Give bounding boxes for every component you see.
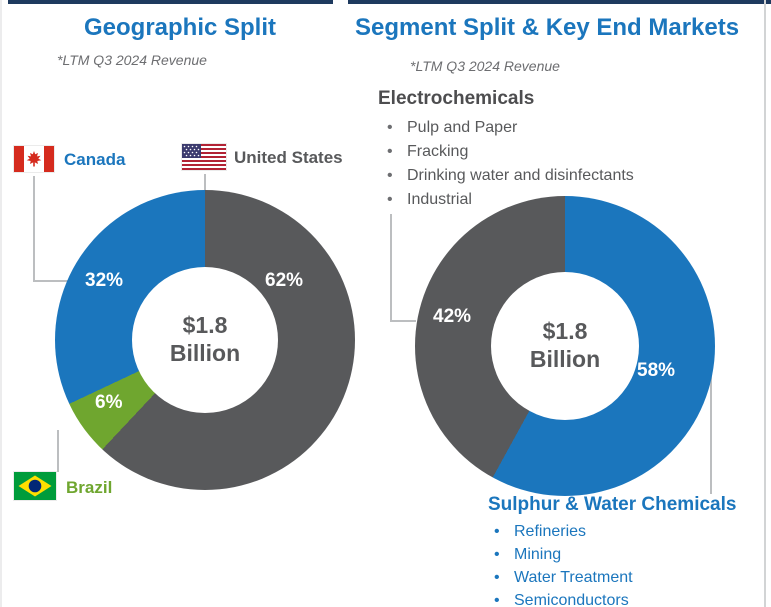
- canada-leader-line-vertical: [33, 176, 35, 282]
- center-value-amount: $1.8: [182, 312, 228, 339]
- center-value-unit: Billion: [529, 346, 601, 372]
- electrochemicals-list: Pulp and Paper Fracking Drinking water a…: [383, 116, 634, 212]
- center-value: $1.8 Billion: [415, 196, 715, 496]
- pct-label-sulphur: 58%: [637, 360, 676, 381]
- list-item: Water Treatment: [490, 566, 633, 589]
- list-item: Pulp and Paper: [383, 116, 634, 140]
- pct-label-electrochemicals: 42%: [433, 306, 472, 327]
- brazil-flag-icon: [14, 472, 56, 500]
- center-value: $1.8 Billion: [55, 190, 355, 490]
- donut-hole: [491, 272, 639, 420]
- pct-label-canada: 32%: [85, 270, 124, 291]
- list-item: Fracking: [383, 140, 634, 164]
- list-item: Mining: [490, 543, 633, 566]
- center-value-unit: Billion: [169, 340, 241, 366]
- list-item: Drinking water and disinfectants: [383, 164, 634, 188]
- electrochemicals-heading: Electrochemicals: [378, 88, 535, 109]
- list-item: Refineries: [490, 520, 633, 543]
- list-item: Semiconductors: [490, 589, 633, 607]
- sulphur-heading: Sulphur & Water Chemicals: [488, 494, 737, 515]
- canada-flag-icon: [14, 146, 54, 172]
- sulphur-list: Refineries Mining Water Treatment Semico…: [490, 520, 633, 607]
- right-panel-title: Segment Split & Key End Markets: [355, 14, 740, 41]
- pct-label-brazil: 6%: [95, 392, 123, 413]
- right-edge-line: [764, 0, 766, 607]
- us-leader-line: [204, 174, 206, 192]
- top-border-left: [8, 0, 333, 4]
- legend-label-brazil: Brazil: [66, 478, 113, 497]
- donut-hole: [132, 267, 278, 413]
- legend-label-canada: Canada: [64, 150, 126, 169]
- left-panel-title: Geographic Split: [83, 14, 277, 41]
- pct-label-united-states: 62%: [265, 270, 304, 291]
- center-value-amount: $1.8: [542, 318, 588, 345]
- us-flag-icon: [182, 144, 226, 170]
- geographic-split-donut-chart: $1.8 Billion 32% 62% 6%: [55, 190, 355, 490]
- left-edge-line: [0, 0, 2, 607]
- electrochemicals-leader-line-vertical: [390, 214, 392, 322]
- brazil-leader-line: [57, 430, 59, 472]
- right-panel-subtitle: *LTM Q3 2024 Revenue: [410, 58, 560, 74]
- top-border-right: [348, 0, 771, 4]
- electrochemicals-leader-line-horizontal: [390, 320, 416, 322]
- canada-leader-line-horizontal: [33, 280, 69, 282]
- sulphur-leader-line-vertical: [710, 368, 712, 494]
- left-panel-subtitle: *LTM Q3 2024 Revenue: [57, 52, 207, 68]
- legend-label-united-states: United States: [234, 148, 343, 167]
- segment-split-donut-chart: $1.8 Billion 42% 58%: [415, 196, 715, 496]
- list-item: Industrial: [383, 188, 634, 212]
